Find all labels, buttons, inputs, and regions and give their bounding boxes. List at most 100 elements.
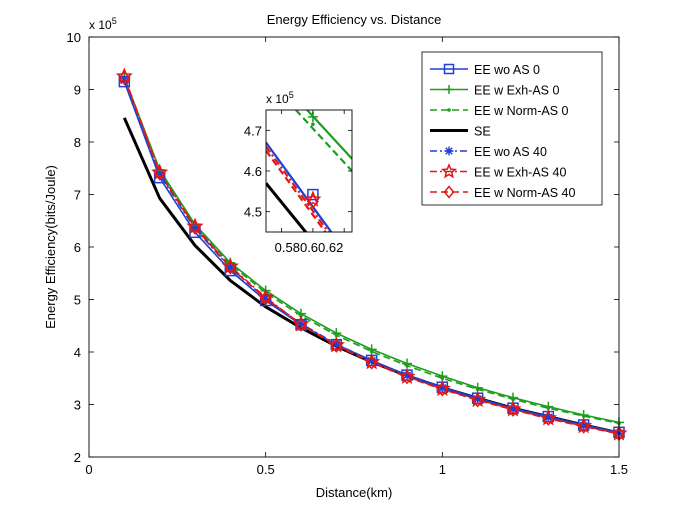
inset-data-point xyxy=(306,194,319,209)
legend-marker xyxy=(443,63,455,75)
legend-entry: EE wo AS 40 xyxy=(430,145,547,159)
y-tick-label: 5 xyxy=(74,293,81,308)
legend-entry: SE xyxy=(430,125,491,139)
data-point xyxy=(398,367,416,384)
x-axis-label: Distance(km) xyxy=(316,485,393,500)
data-point xyxy=(186,217,204,234)
legend-marker xyxy=(444,146,454,156)
data-point xyxy=(189,220,201,235)
legend-label: EE wo AS 0 xyxy=(474,63,540,77)
plot-frame xyxy=(88,36,620,458)
inset-data-point xyxy=(304,190,322,207)
data-point xyxy=(260,293,271,304)
data-point xyxy=(402,370,412,381)
data-point xyxy=(190,223,200,234)
y-tick-label: 7 xyxy=(74,188,81,203)
data-point xyxy=(543,412,554,423)
data-point xyxy=(296,318,306,329)
x-tick-label: 0 xyxy=(85,462,92,477)
data-point xyxy=(433,379,451,396)
data-point xyxy=(504,400,522,417)
legend-entry: EE w Exh-AS 40 xyxy=(430,163,566,180)
data-point xyxy=(327,336,345,353)
data-point xyxy=(401,370,413,385)
data-point xyxy=(365,355,378,370)
legend: EE wo AS 0 EE w Exh-AS 0 EE w Norm-AS 0 SE E… xyxy=(421,51,603,206)
data-point xyxy=(154,169,165,180)
data-point xyxy=(115,67,133,84)
data-point xyxy=(539,409,557,426)
zoom-inset: 4.5 4.6 4.7 0.580.60.62 x 105 xyxy=(244,90,353,255)
inset-data-point xyxy=(311,122,315,127)
data-point xyxy=(469,390,487,408)
inset-y-tick-label: 4.5 xyxy=(244,205,262,220)
y-tick-label: 8 xyxy=(74,135,81,150)
inset-exponent-power: 5 xyxy=(289,90,294,100)
inset-exponent-label: x 105 xyxy=(266,90,294,106)
series-line-ee-wo-as-40 xyxy=(123,79,620,435)
data-point xyxy=(508,404,518,415)
data-point xyxy=(440,376,445,381)
inset-y-tick-label: 4.6 xyxy=(244,164,262,179)
inset-data-point xyxy=(307,188,319,201)
data-point xyxy=(330,338,343,353)
data-point xyxy=(475,387,480,392)
data-point xyxy=(334,333,339,338)
chart-title: Energy Efficiency vs. Distance xyxy=(267,12,442,27)
data-point xyxy=(472,394,483,405)
legend-label: SE xyxy=(474,125,491,139)
inset-line-ee-w-norm-as-40 xyxy=(266,150,327,232)
data-point xyxy=(405,363,409,368)
inset-x-tick-labels: 0.580.60.62 xyxy=(275,240,344,255)
y-tick-label: 9 xyxy=(74,83,81,98)
data-point xyxy=(224,260,237,275)
y-tick-label: 6 xyxy=(74,240,81,255)
data-point xyxy=(511,397,515,402)
y-exponent-label: x 105 xyxy=(89,16,117,32)
data-point xyxy=(292,315,310,332)
legend-label: EE w Norm-AS 40 xyxy=(474,186,575,200)
inset-line-se xyxy=(266,182,308,232)
data-point xyxy=(542,411,555,426)
inset-y-tick-label: 4.7 xyxy=(244,123,262,138)
data-point xyxy=(225,263,236,273)
data-point xyxy=(151,163,169,180)
legend-entry: EE w Exh-AS 0 xyxy=(430,84,559,98)
legend-entry: EE w Norm-AS 40 xyxy=(430,185,575,200)
inset-line-ee-w-norm-as-0 xyxy=(294,110,352,172)
data-point xyxy=(577,419,590,434)
data-point xyxy=(259,291,272,306)
y-tick-label: 3 xyxy=(74,398,81,413)
y-tick-label: 4 xyxy=(74,345,81,360)
data-point xyxy=(257,288,275,305)
x-tick-label: 0.5 xyxy=(257,462,275,477)
inset-line-ee-w-exh-as-0 xyxy=(305,110,352,160)
data-point xyxy=(366,355,377,366)
legend-label: EE wo AS 40 xyxy=(474,145,547,159)
data-point xyxy=(363,353,381,370)
y-tick-label: 2 xyxy=(74,450,81,465)
data-point xyxy=(153,166,166,181)
legend-label: EE w Exh-AS 40 xyxy=(474,166,566,180)
data-point xyxy=(471,393,484,408)
legend-marker xyxy=(447,108,451,112)
x-tick-label: 1.5 xyxy=(610,462,628,477)
data-point xyxy=(331,339,342,350)
x-tick-label: 1 xyxy=(439,462,446,477)
data-point xyxy=(437,383,448,394)
y-axis-label: Energy Efficiency(bits/Joule) xyxy=(43,165,58,329)
data-point xyxy=(507,402,519,417)
legend-label: EE w Exh-AS 0 xyxy=(474,84,559,98)
y-exponent-power: 5 xyxy=(112,16,117,26)
legend-label: EE w Norm-AS 0 xyxy=(474,104,569,118)
legend-marker xyxy=(444,85,454,94)
data-point xyxy=(118,70,131,86)
data-point xyxy=(221,257,239,274)
legend-entry: EE wo AS 0 xyxy=(430,63,540,77)
data-point xyxy=(578,421,589,432)
data-point xyxy=(575,417,593,434)
y-tick-label: 10 xyxy=(67,30,81,45)
legend-marker xyxy=(443,185,455,199)
data-point xyxy=(546,406,551,410)
